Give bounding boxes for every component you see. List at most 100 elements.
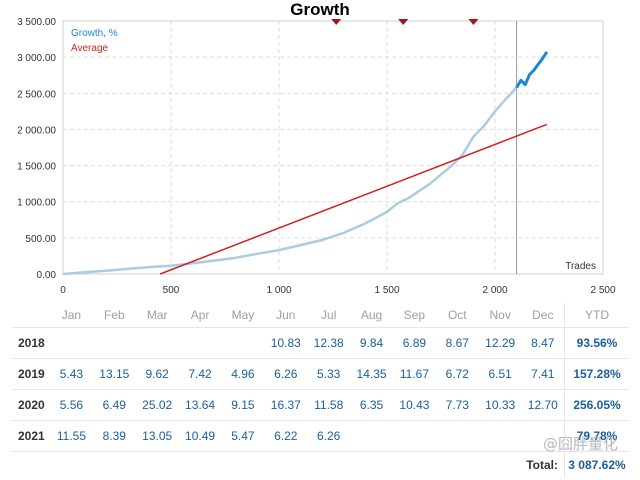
data-point bbox=[343, 232, 345, 234]
series-line-1 bbox=[515, 51, 549, 89]
month-value-cell: 9.84 bbox=[350, 327, 393, 359]
data-point bbox=[148, 266, 150, 268]
month-value-cell bbox=[350, 420, 393, 452]
ytd-cell: 157.28% bbox=[564, 358, 629, 390]
month-value-cell: 8.47 bbox=[521, 327, 565, 359]
month-header: Jun bbox=[264, 303, 308, 328]
monthly-returns-table: Jan Feb Mar Apr May Jun Jul Aug Sep Oct Nov Dec YTD … bbox=[12, 303, 629, 478]
data-point bbox=[256, 253, 258, 255]
month-value-cell: 10.49 bbox=[178, 420, 222, 452]
data-point bbox=[105, 270, 107, 272]
growth-chart: 0 500 1 000 1 500 2 000 2 500 0.00 500.00 1 000.… bbox=[17, 17, 616, 296]
month-value-cell: 6.72 bbox=[435, 358, 479, 390]
month-value-cell: 6.26 bbox=[264, 358, 308, 390]
month-value-cell: 12.29 bbox=[478, 327, 522, 359]
y-tick-label: 3 500.00 bbox=[17, 17, 56, 28]
watermark-text: @囧胖量化 bbox=[543, 435, 619, 453]
month-value-cell: 6.49 bbox=[92, 389, 136, 421]
month-value-cell: 8.67 bbox=[435, 327, 479, 359]
data-point bbox=[235, 257, 237, 259]
month-value-cell bbox=[521, 420, 565, 452]
y-tick-label: 2 000.00 bbox=[17, 125, 56, 136]
event-marker bbox=[398, 19, 409, 25]
month-value-cell: 13.15 bbox=[92, 358, 136, 390]
data-point bbox=[84, 271, 86, 273]
x-tick-label: 1 500 bbox=[374, 285, 399, 296]
month-header: Mar bbox=[135, 303, 179, 328]
month-header: Nov bbox=[478, 303, 522, 328]
data-point bbox=[321, 239, 323, 241]
month-value-cell: 5.33 bbox=[307, 358, 351, 390]
data-point bbox=[62, 273, 64, 275]
data-point bbox=[524, 84, 526, 86]
x-axis-label: Trades bbox=[565, 261, 596, 272]
data-point bbox=[127, 268, 129, 270]
x-tick-label: 500 bbox=[163, 285, 180, 296]
month-value-cell: 9.15 bbox=[221, 389, 265, 421]
table-row: 2020 5.56 6.49 25.02 13.64 9.15 16.37 11.58 6.35… bbox=[12, 389, 629, 421]
table-row: 2019 5.43 13.15 9.62 7.42 4.96 6.26 5.33 14.35 11… bbox=[12, 358, 629, 390]
month-value-cell bbox=[221, 327, 265, 359]
data-point bbox=[546, 51, 548, 53]
month-header: May bbox=[221, 303, 265, 328]
total-value: 3 087.62% bbox=[564, 451, 629, 478]
month-value-cell: 10.33 bbox=[478, 389, 522, 421]
data-point bbox=[386, 211, 388, 213]
data-point bbox=[505, 98, 507, 100]
data-point bbox=[429, 183, 431, 185]
year-cell: 2018 bbox=[12, 327, 50, 359]
month-value-cell bbox=[135, 327, 179, 359]
x-tick-label: 2 500 bbox=[590, 285, 615, 296]
data-point bbox=[541, 57, 544, 60]
total-row: Total: 3 087.62% bbox=[12, 451, 629, 478]
data-point bbox=[483, 125, 485, 127]
data-point bbox=[451, 164, 453, 167]
month-value-cell: 11.58 bbox=[307, 389, 351, 421]
total-label: Total: bbox=[526, 458, 558, 472]
month-value-cell: 6.35 bbox=[350, 389, 393, 421]
month-value-cell: 16.37 bbox=[264, 389, 308, 421]
table-header-row: Jan Feb Mar Apr May Jun Jul Aug Sep Oct Nov Dec YTD bbox=[12, 303, 629, 328]
month-value-cell: 12.70 bbox=[521, 389, 565, 421]
y-tick-label: 500.00 bbox=[25, 234, 56, 245]
event-marker bbox=[468, 19, 479, 25]
month-header: Dec bbox=[521, 303, 565, 328]
month-header: Apr bbox=[178, 303, 222, 328]
month-value-cell: 13.05 bbox=[135, 420, 179, 452]
month-value-cell: 7.42 bbox=[178, 358, 222, 390]
month-value-cell bbox=[478, 420, 522, 452]
table-row: 2018 10.83 12.38 9.84 6.89 8.67 12.29 8.47 93.56… bbox=[12, 327, 629, 359]
month-header: Sep bbox=[393, 303, 436, 328]
month-value-cell: 6.22 bbox=[264, 420, 308, 452]
data-point bbox=[533, 69, 535, 71]
series-line-0 bbox=[62, 86, 518, 276]
data-point bbox=[537, 63, 539, 65]
month-value-cell: 10.43 bbox=[393, 389, 436, 421]
month-value-cell: 13.64 bbox=[178, 389, 222, 421]
month-header: Aug bbox=[350, 303, 393, 328]
legend-growth: Growth, % bbox=[71, 28, 118, 39]
x-tick-label: 2 000 bbox=[482, 285, 507, 296]
table-row: 2021 11.55 8.39 13.05 10.49 5.47 6.22 6.26 79.78… bbox=[12, 420, 629, 452]
table-body: 2018 10.83 12.38 9.84 6.89 8.67 12.29 8.47 93.56… bbox=[12, 327, 629, 478]
series-line-2 bbox=[159, 123, 548, 275]
month-value-cell: 7.73 bbox=[435, 389, 479, 421]
chart-title: Growth bbox=[290, 0, 350, 19]
data-point bbox=[494, 110, 496, 112]
legend-average: Average bbox=[71, 43, 109, 54]
month-value-cell: 6.51 bbox=[478, 358, 522, 390]
month-value-cell: 11.67 bbox=[393, 358, 436, 390]
data-point bbox=[516, 86, 518, 89]
ytd-cell: 256.05% bbox=[564, 389, 629, 421]
month-value-cell: 7.41 bbox=[521, 358, 565, 390]
month-value-cell: 11.55 bbox=[50, 420, 93, 452]
data-point bbox=[408, 197, 410, 199]
month-value-cell: 8.39 bbox=[92, 420, 136, 452]
month-value-cell: 6.89 bbox=[393, 327, 436, 359]
data-point bbox=[364, 222, 366, 224]
year-cell: 2019 bbox=[12, 358, 50, 390]
y-tick-label: 3 000.00 bbox=[17, 53, 56, 64]
year-cell: 2021 bbox=[12, 420, 50, 452]
data-point bbox=[462, 154, 464, 156]
month-value-cell: 4.96 bbox=[221, 358, 265, 390]
